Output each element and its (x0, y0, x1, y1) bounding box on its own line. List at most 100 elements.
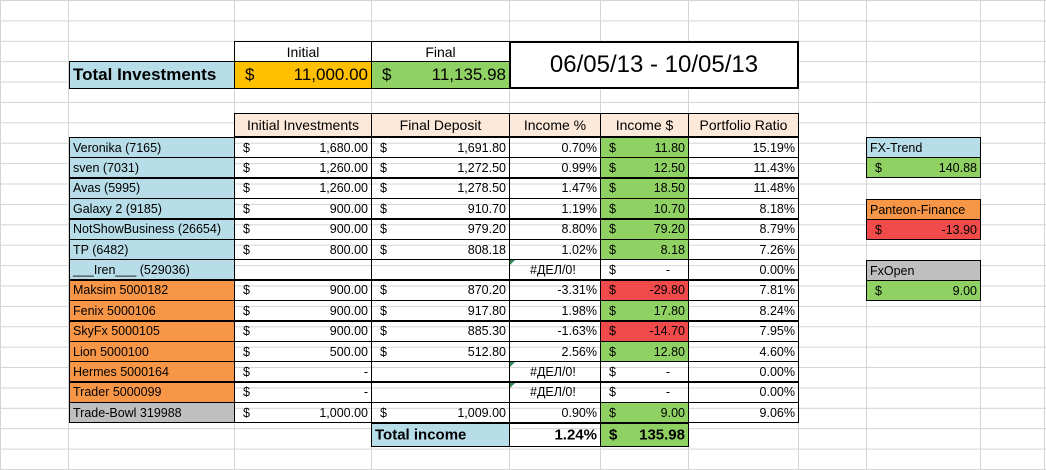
row-income-percent-cell[interactable]: 0.70% (509, 137, 601, 158)
row-name-cell[interactable]: Veronika (7165) (69, 137, 235, 158)
row-final-cell[interactable] (371, 381, 510, 403)
row-initial-cell[interactable]: $1,260.00 (234, 177, 372, 199)
total-income-percent-cell[interactable]: 1.24% (509, 423, 601, 447)
row-name-cell[interactable]: ___Iren___ (529036) (69, 259, 235, 281)
row-income-percent-cell[interactable]: #ДЕЛ/0! (509, 381, 601, 403)
row-final-cell[interactable]: $1,691.80 (371, 137, 510, 158)
broker-name-cell[interactable]: FxOpen (866, 260, 981, 281)
row-ratio-cell[interactable]: 7.95% (688, 320, 799, 342)
row-initial-cell[interactable]: $1,260.00 (234, 157, 372, 179)
row-name-cell[interactable]: Trade-Bowl 319988 (69, 402, 235, 424)
row-income-value-cell[interactable]: $10.70 (600, 198, 689, 220)
row-income-percent-cell[interactable]: 0.99% (509, 157, 601, 179)
header-income-percent[interactable]: Income % (509, 113, 601, 137)
row-name-cell[interactable]: NotShowBusiness (26654) (69, 218, 235, 240)
row-ratio-cell[interactable]: 8.18% (688, 198, 799, 220)
row-initial-cell[interactable]: $800.00 (234, 239, 372, 260)
row-initial-cell[interactable]: $900.00 (234, 218, 372, 240)
row-ratio-cell[interactable]: 7.81% (688, 279, 799, 301)
broker-name-cell[interactable]: FX-Trend (866, 137, 981, 158)
row-income-percent-cell[interactable]: #ДЕЛ/0! (509, 361, 601, 383)
row-income-percent-cell[interactable]: 1.47% (509, 177, 601, 199)
row-final-cell[interactable]: $870.20 (371, 279, 510, 301)
row-income-percent-cell[interactable]: -1.63% (509, 320, 601, 342)
header-portfolio-ratio[interactable]: Portfolio Ratio (688, 113, 799, 137)
initial-total-cell[interactable]: $ 11,000.00 (234, 61, 372, 89)
row-initial-cell[interactable]: $900.00 (234, 300, 372, 322)
row-final-cell[interactable]: $979.20 (371, 218, 510, 240)
row-name-cell[interactable]: Galaxy 2 (9185) (69, 198, 235, 220)
row-initial-cell[interactable]: $900.00 (234, 198, 372, 220)
row-final-cell[interactable]: $885.30 (371, 320, 510, 342)
row-ratio-cell[interactable]: 0.00% (688, 259, 799, 281)
row-final-cell[interactable]: $1,278.50 (371, 177, 510, 199)
row-income-value-cell[interactable]: $12.50 (600, 157, 689, 179)
date-range-cell[interactable]: 06/05/13 - 10/05/13 (509, 41, 799, 89)
broker-value-cell[interactable]: $ -13.90 (866, 219, 981, 240)
header-income-dollar[interactable]: Income $ (600, 113, 689, 137)
row-initial-cell[interactable]: $900.00 (234, 320, 372, 342)
row-income-percent-cell[interactable]: 8.80% (509, 218, 601, 240)
total-investments-label-cell[interactable]: Total Investments (69, 61, 235, 89)
row-income-percent-cell[interactable]: 1.02% (509, 239, 601, 260)
row-ratio-cell[interactable]: 11.43% (688, 157, 799, 179)
row-income-value-cell[interactable]: $ - (600, 259, 689, 281)
row-income-percent-cell[interactable]: 1.19% (509, 198, 601, 220)
row-ratio-cell[interactable]: 8.79% (688, 218, 799, 240)
row-name-cell[interactable]: TP (6482) (69, 239, 235, 260)
row-income-value-cell[interactable]: $11.80 (600, 137, 689, 158)
row-income-value-cell[interactable]: $12.80 (600, 341, 689, 362)
row-income-value-cell[interactable]: $18.50 (600, 177, 689, 199)
row-ratio-cell[interactable]: 4.60% (688, 341, 799, 362)
row-initial-cell[interactable]: $1,000.00 (234, 402, 372, 424)
row-income-percent-cell[interactable]: #ДЕЛ/0! (509, 259, 601, 281)
row-final-cell[interactable] (371, 361, 510, 383)
row-income-value-cell[interactable]: $79.20 (600, 218, 689, 240)
row-ratio-cell[interactable]: 15.19% (688, 137, 799, 158)
row-final-cell[interactable]: $1,009.00 (371, 402, 510, 424)
row-income-value-cell[interactable]: $17.80 (600, 300, 689, 322)
row-income-percent-cell[interactable]: 1.98% (509, 300, 601, 322)
row-initial-cell[interactable]: $900.00 (234, 279, 372, 301)
row-income-value-cell[interactable]: $ - (600, 361, 689, 383)
row-ratio-cell[interactable]: 8.24% (688, 300, 799, 322)
row-name-cell[interactable]: Maksim 5000182 (69, 279, 235, 301)
row-income-value-cell[interactable]: $ - (600, 381, 689, 403)
initial-header-cell[interactable]: Initial (234, 41, 372, 62)
row-ratio-cell[interactable]: 11.48% (688, 177, 799, 199)
row-initial-cell[interactable]: $1,680.00 (234, 137, 372, 158)
total-income-label-cell[interactable]: Total income (371, 423, 510, 447)
row-ratio-cell[interactable]: 0.00% (688, 381, 799, 403)
row-final-cell[interactable]: $808.18 (371, 239, 510, 260)
row-final-cell[interactable] (371, 259, 510, 281)
row-income-percent-cell[interactable]: 2.56% (509, 341, 601, 362)
row-income-value-cell[interactable]: $ -14.70 (600, 320, 689, 342)
row-name-cell[interactable]: Hermes 5000164 (69, 361, 235, 383)
row-income-value-cell[interactable]: $9.00 (600, 402, 689, 424)
row-initial-cell[interactable] (234, 259, 372, 281)
row-income-percent-cell[interactable]: 0.90% (509, 402, 601, 424)
final-header-cell[interactable]: Final (371, 41, 510, 62)
row-ratio-cell[interactable]: 7.26% (688, 239, 799, 260)
broker-value-cell[interactable]: $9.00 (866, 280, 981, 301)
row-name-cell[interactable]: sven (7031) (69, 157, 235, 179)
row-ratio-cell[interactable]: 9.06% (688, 402, 799, 424)
row-name-cell[interactable]: Avas (5995) (69, 177, 235, 199)
row-final-cell[interactable]: $512.80 (371, 341, 510, 362)
header-final-deposit[interactable]: Final Deposit (371, 113, 510, 137)
row-initial-cell[interactable]: $500.00 (234, 341, 372, 362)
row-name-cell[interactable]: Trader 5000099 (69, 381, 235, 403)
row-name-cell[interactable]: Lion 5000100 (69, 341, 235, 362)
row-name-cell[interactable]: SkyFx 5000105 (69, 320, 235, 342)
broker-value-cell[interactable]: $140.88 (866, 157, 981, 178)
row-initial-cell[interactable]: $ - (234, 361, 372, 383)
broker-name-cell[interactable]: Panteon-Finance (866, 199, 981, 220)
row-final-cell[interactable]: $1,272.50 (371, 157, 510, 179)
row-income-value-cell[interactable]: $8.18 (600, 239, 689, 260)
row-final-cell[interactable]: $917.80 (371, 300, 510, 322)
total-income-value-cell[interactable]: $ 135.98 (600, 423, 689, 447)
row-initial-cell[interactable]: $ - (234, 381, 372, 403)
row-ratio-cell[interactable]: 0.00% (688, 361, 799, 383)
row-income-value-cell[interactable]: $ -29.80 (600, 279, 689, 301)
row-income-percent-cell[interactable]: -3.31% (509, 279, 601, 301)
